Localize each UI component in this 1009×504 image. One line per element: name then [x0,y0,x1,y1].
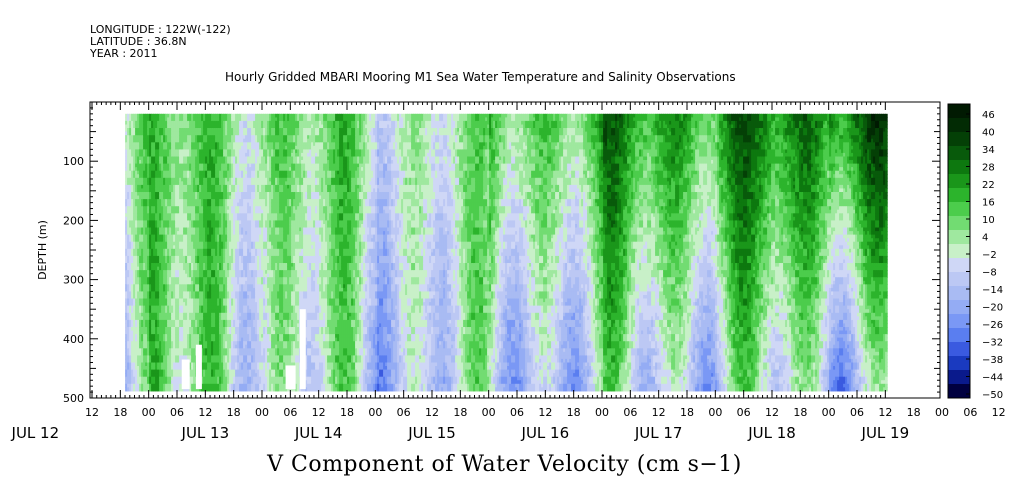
heatmap-cells [125,114,888,392]
